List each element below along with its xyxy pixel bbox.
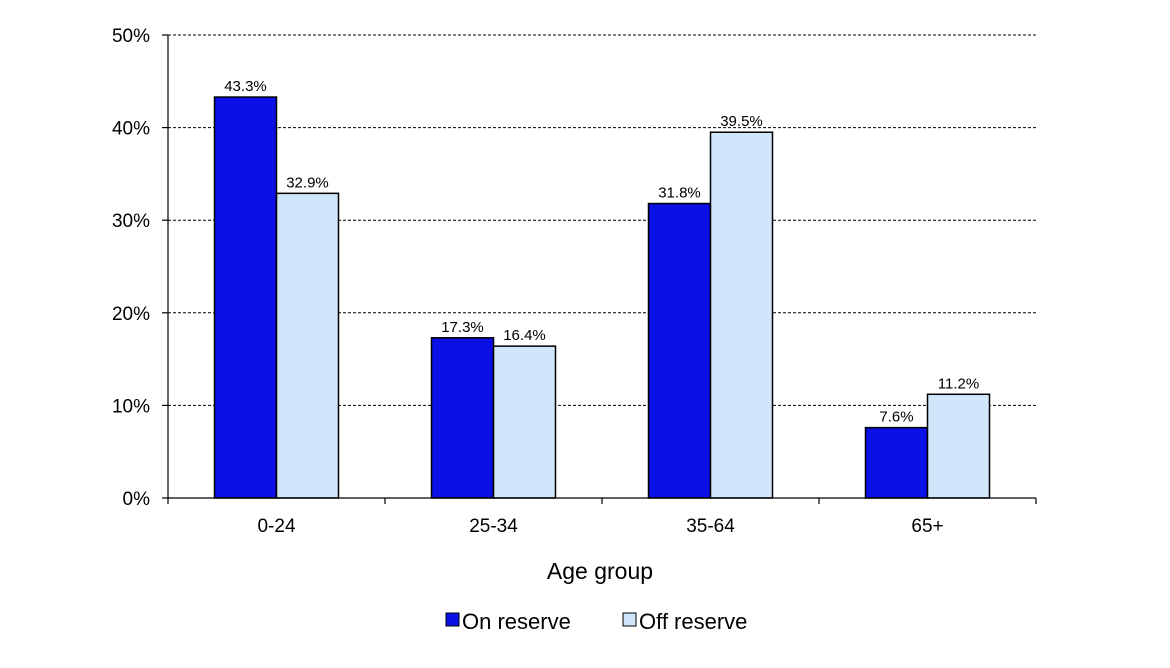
data-label: 32.9% [286,174,329,191]
data-label: 17.3% [441,319,484,336]
data-label: 16.4% [503,327,546,344]
bar-on-reserve-65+ [864,426,929,499]
x-tick-label: 0-24 [257,516,295,537]
bar-off-reserve-25-34 [492,345,557,499]
y-tick-label: 30% [112,211,150,232]
x-tick-label: 65+ [911,516,943,537]
legend-label: On reserve [462,609,571,634]
bar-off-reserve-0-24 [275,192,340,499]
bars [213,96,991,499]
data-label: 43.3% [224,78,267,95]
legend-label: Off reserve [639,609,747,634]
x-tick-label: 35-64 [686,516,735,537]
y-axis-ticks: 0% 10% 20% 30% 40% 50% [112,26,168,510]
data-label: 31.8% [658,185,701,202]
data-label: 11.2% [938,375,979,392]
y-tick-label: 10% [112,396,150,417]
x-axis-ticks: 0-24 25-34 35-64 65+ [167,498,1037,537]
y-tick-label: 20% [112,304,150,325]
y-tick-label: 0% [123,489,151,510]
x-tick-label: 25-34 [469,516,518,537]
y-tick-label: 50% [112,26,150,47]
legend: On reserve Off reserve [445,609,747,634]
y-tick-label: 40% [112,119,150,140]
legend-swatch [622,612,637,627]
data-label: 7.6% [879,409,913,426]
x-axis-title: Age group [547,558,653,584]
bar-on-reserve-0-24 [213,96,278,499]
bar-on-reserve-35-64 [647,202,712,499]
bar-off-reserve-65+ [926,393,991,499]
bar-on-reserve-25-34 [430,337,495,499]
data-labels: 43.3% 32.9% 17.3% 16.4% 31.8% 39.5% 7.6% 11.2% [224,78,979,426]
legend-swatch [445,612,460,627]
data-label: 39.5% [720,113,763,130]
bar-off-reserve-35-64 [709,131,774,499]
